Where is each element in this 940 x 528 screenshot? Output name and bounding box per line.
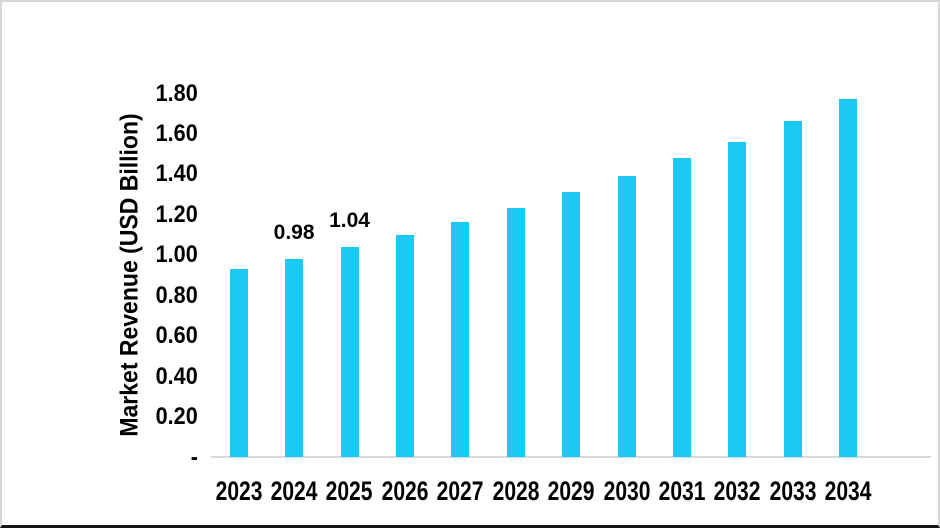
y-axis-tick-label: 1.80 — [42, 79, 198, 107]
y-axis-tick-label: 1.40 — [42, 162, 198, 186]
bar-2030 — [617, 175, 636, 457]
y-axis-tick-label: - — [42, 443, 198, 471]
y-axis-tick-text: 1.40 — [155, 160, 198, 188]
y-axis-tick-label: 1.60 — [42, 119, 198, 147]
x-axis-tick-text: 2026 — [381, 476, 429, 506]
bar-2023 — [229, 268, 248, 457]
y-axis-tick-label: 0.40 — [42, 362, 198, 390]
x-axis-tick-text: 2029 — [547, 476, 595, 506]
bar-2031 — [673, 157, 692, 457]
x-axis-tick-text: 2024 — [270, 476, 318, 506]
y-axis-tick-text: 0.20 — [155, 403, 198, 431]
x-axis-tick-label: 2033 — [757, 476, 829, 506]
y-axis-tick-label: 0.60 — [42, 324, 198, 348]
bar-2034 — [839, 99, 858, 457]
y-axis-tick-text: 0.80 — [155, 281, 198, 309]
x-axis-tick-label: 2031 — [646, 476, 718, 506]
bar-2032 — [728, 141, 747, 457]
x-axis-tick-label: 2023 — [203, 476, 275, 506]
bar-2026 — [395, 234, 414, 457]
bar-2024 — [285, 258, 304, 457]
x-axis-tick-label: 2034 — [812, 476, 884, 506]
y-axis-tick-text: 0.60 — [155, 322, 198, 350]
y-axis-tick-text: 1.20 — [155, 200, 198, 228]
bar-2027 — [451, 222, 470, 457]
bar-2025 — [340, 246, 359, 457]
x-axis-tick-label: 2028 — [480, 476, 552, 506]
x-axis-tick-label: 2025 — [314, 476, 386, 506]
x-axis-tick-text: 2025 — [326, 476, 373, 506]
x-axis-tick-text: 2023 — [215, 476, 263, 506]
y-axis-tick-text: 0.40 — [155, 362, 198, 390]
y-axis-tick-text: - — [190, 443, 198, 471]
x-axis-tick-text: 2028 — [492, 476, 540, 506]
x-axis-tick-label: 2032 — [701, 476, 773, 506]
y-axis-tick-label: 1.00 — [42, 243, 198, 267]
bar-value-label-2024: 0.98 — [273, 220, 315, 244]
x-axis-tick-label: 2030 — [591, 476, 663, 506]
y-axis-tick-label: 0.20 — [42, 405, 198, 429]
bar-2028 — [506, 208, 525, 457]
y-axis-tick-text: 1.80 — [155, 79, 198, 107]
bar-value-label-2025: 1.04 — [329, 208, 370, 232]
x-axis-tick-label: 2026 — [369, 476, 441, 506]
y-axis-tick-label: 1.20 — [42, 200, 198, 228]
x-axis-tick-label: 2027 — [424, 476, 496, 506]
x-axis-tick-label: 2029 — [535, 476, 607, 506]
x-axis-line — [211, 456, 931, 458]
x-axis-tick-text: 2032 — [714, 476, 761, 506]
x-axis-tick-text: 2034 — [824, 476, 872, 506]
y-axis-tick-label: 0.80 — [42, 281, 198, 309]
x-axis-tick-text: 2027 — [436, 476, 484, 506]
bar-2029 — [562, 192, 581, 457]
x-axis-tick-text: 2030 — [603, 476, 651, 506]
x-axis-tick-label: 2024 — [258, 476, 330, 506]
x-axis-tick-text: 2031 — [658, 476, 706, 506]
bar-2033 — [783, 121, 802, 457]
y-axis-tick-text: 1.00 — [155, 241, 198, 269]
x-axis-tick-text: 2033 — [769, 476, 817, 506]
y-axis-tick-text: 1.60 — [155, 119, 198, 147]
